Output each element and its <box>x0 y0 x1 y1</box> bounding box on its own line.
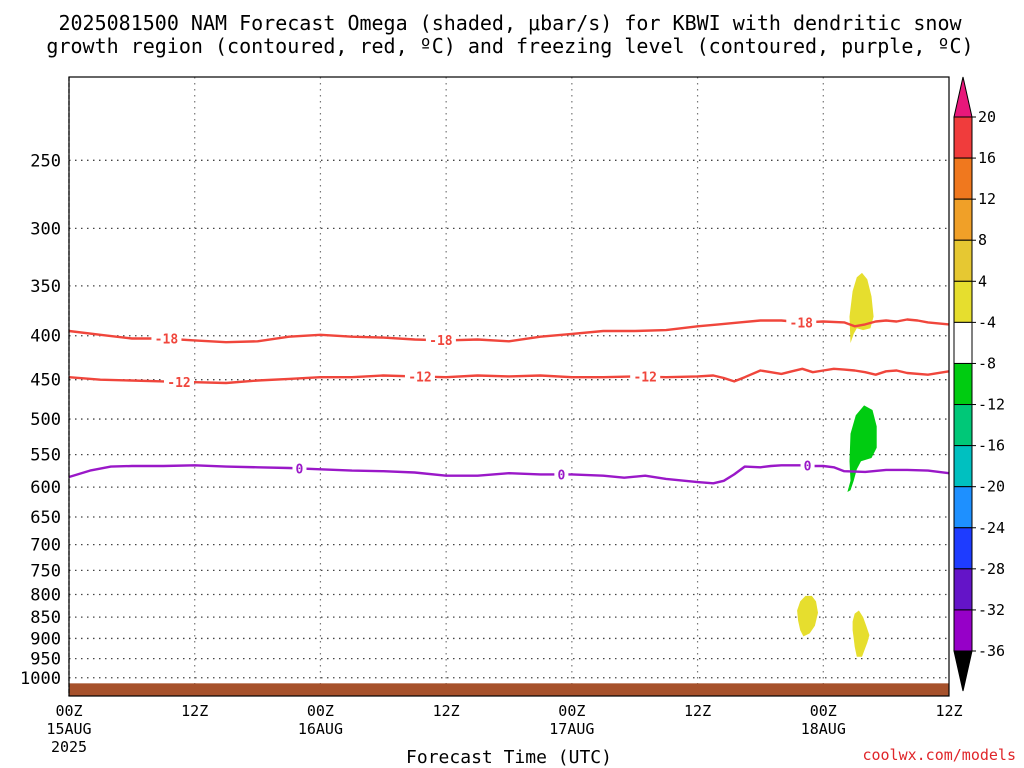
colorbar-box <box>953 280 973 323</box>
y-tick-label: 350 <box>30 277 61 297</box>
contour-label-bg <box>554 467 569 482</box>
contour-label-bg <box>630 369 661 384</box>
y-tick-label: 850 <box>30 608 61 628</box>
contour-label: -18 <box>790 316 814 331</box>
contour-label: -12 <box>167 376 190 391</box>
y-tick-label: 750 <box>30 561 61 581</box>
x-tick-label: 12Z <box>433 702 460 720</box>
contour-label: -12 <box>633 371 656 386</box>
x-tick-label: 00Z <box>810 702 837 720</box>
colorbar-box <box>953 527 973 570</box>
colorbar-tick-label: -36 <box>978 642 1005 660</box>
chart-title-line2: growth region (contoured, red, ºC) and f… <box>46 34 973 58</box>
contour-line <box>68 464 950 485</box>
y-tick-label: 600 <box>30 478 61 498</box>
x-tick-label: 12Z <box>684 702 711 720</box>
colorbar-box <box>953 198 973 241</box>
x-tick-label: 18AUG <box>801 720 846 738</box>
chart-title-line1: 2025081500 NAM Forecast Omega (shaded, μ… <box>58 11 962 35</box>
colorbar-box <box>953 239 973 282</box>
y-tick-label: 950 <box>30 650 61 670</box>
contour-label-bg <box>404 369 435 384</box>
colorbar-tick-label: 12 <box>978 190 996 208</box>
y-tick-label: 700 <box>30 536 61 556</box>
contour-label-bg <box>164 374 194 389</box>
colorbar-box <box>953 157 973 200</box>
colorbar-tick-label: -28 <box>978 560 1005 578</box>
colorbar-tick-label: 16 <box>978 149 996 167</box>
omega-shaded-region <box>797 595 818 637</box>
contour-label-bg <box>151 331 182 346</box>
y-tick-label: 1000 <box>20 669 61 689</box>
contour-label: 0 <box>804 460 812 475</box>
plot-background <box>69 77 949 696</box>
omega-shaded-region <box>852 610 870 657</box>
colorbar-tick-label: 8 <box>978 231 987 249</box>
colorbar-tick-label: -4 <box>978 313 996 331</box>
contour-label-bg <box>800 458 815 473</box>
colorbar-box <box>953 116 973 159</box>
colorbar-tick-label: -20 <box>978 478 1005 496</box>
x-tick-label: 12Z <box>935 702 962 720</box>
y-tick-label: 400 <box>30 327 61 347</box>
colorbar-box <box>953 321 973 364</box>
x-tick-label: 00Z <box>307 702 334 720</box>
omega-shaded-region <box>847 405 877 492</box>
colorbar-box <box>953 404 973 447</box>
contour-line <box>68 367 950 385</box>
x-tick-label: 00Z <box>55 702 82 720</box>
colorbar-tick-label: -12 <box>978 396 1005 414</box>
colorbar-box <box>953 445 973 488</box>
contour-line <box>68 318 950 344</box>
y-tick-label: 250 <box>30 151 61 171</box>
contour-label-bg <box>425 333 456 348</box>
colorbar-tick-label: -8 <box>978 354 996 372</box>
contour-label-bg <box>292 461 307 476</box>
contour-label: 0 <box>296 462 304 477</box>
y-tick-label: 500 <box>30 410 61 430</box>
colorbar-box <box>953 486 973 529</box>
y-tick-label: 800 <box>30 585 61 605</box>
x-tick-label: 12Z <box>181 702 208 720</box>
colorbar-bottom-arrow <box>953 650 973 692</box>
credit-text: coolwx.com/models <box>862 746 1016 764</box>
colorbar-tick-label: 4 <box>978 272 987 290</box>
colorbar-box <box>953 362 973 406</box>
y-tick-label: 450 <box>30 371 61 391</box>
y-tick-label: 900 <box>30 629 61 649</box>
colorbar-box <box>953 609 973 652</box>
contour-label: -12 <box>408 371 431 386</box>
colorbar-tick-label: -24 <box>978 519 1005 537</box>
x-tick-label: 00Z <box>558 702 585 720</box>
x-axis-title: Forecast Time (UTC) <box>406 747 612 768</box>
x-tick-label: 16AUG <box>298 720 343 738</box>
colorbar-box <box>953 568 973 611</box>
colorbar-tick-label: -32 <box>978 601 1005 619</box>
x-tick-label: 17AUG <box>549 720 594 738</box>
x-tick-label: 2025 <box>51 738 87 756</box>
colorbar-top-arrow <box>953 76 973 118</box>
y-tick-label: 650 <box>30 508 61 528</box>
omega-colorbar: 20 16 12 8 4 -4 -8 -12 -16 -20 -24 -28 -32 -36 <box>953 76 1005 692</box>
y-tick-label: 550 <box>30 446 61 466</box>
colorbar-tick-label: -16 <box>978 437 1005 455</box>
contour-label: -18 <box>429 334 453 349</box>
contour-label: -18 <box>155 333 179 348</box>
surface-terrain-band <box>69 683 949 696</box>
y-tick-label: 300 <box>30 219 61 239</box>
x-tick-label: 15AUG <box>46 720 91 738</box>
plot-area: -18 -18 -18 -12 -12 -12 0 0 0 250 300 350 400 450 500 5… <box>20 76 963 756</box>
contour-label-bg <box>786 315 817 330</box>
colorbar-tick-label: 20 <box>978 108 996 126</box>
contour-label: 0 <box>557 468 565 483</box>
